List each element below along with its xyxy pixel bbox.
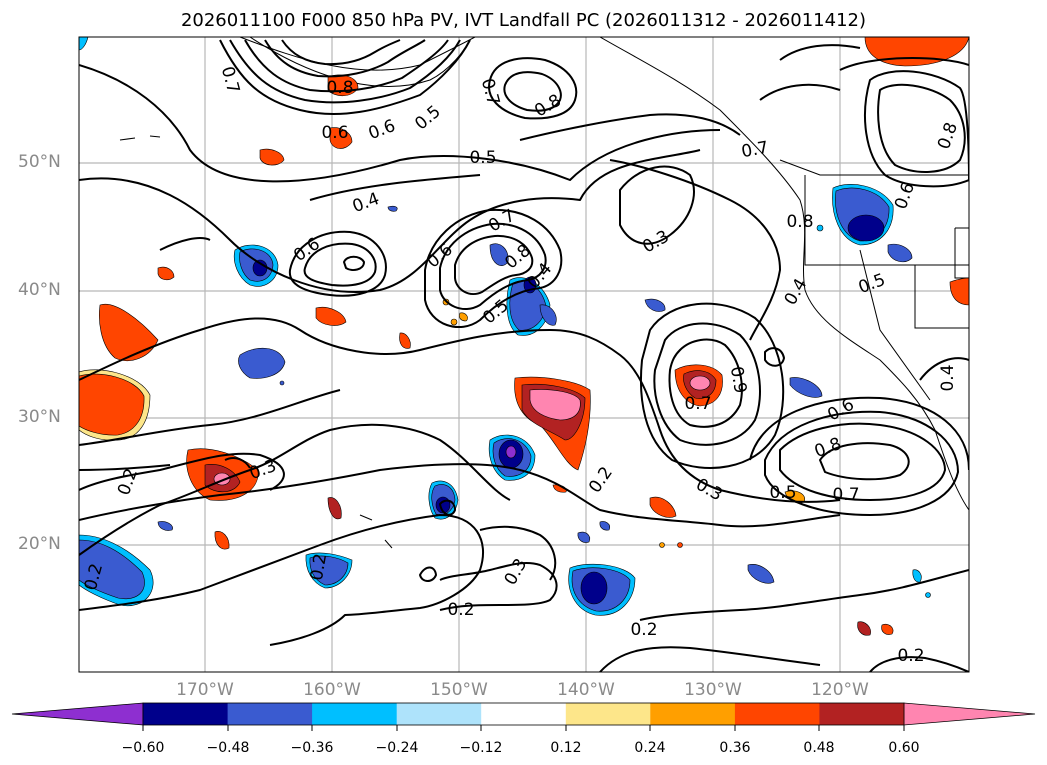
contour-label: 0.2 [897, 646, 924, 666]
colorbar-cell [396, 703, 482, 725]
colorbar-tick-label: 0.12 [550, 740, 582, 756]
lon-label-150w: 150°W [430, 680, 488, 700]
plot-frame [78, 36, 970, 673]
colorbar-cell [312, 703, 398, 725]
contour-label: 0.6 [824, 395, 857, 426]
lon-label-170w: 170°W [176, 680, 234, 700]
contour-label: 0.5 [469, 148, 496, 168]
contour-label: 0.4 [938, 364, 958, 391]
contour-label: 0.3 [639, 227, 672, 258]
positive-pv-region [949, 277, 969, 306]
colorbar-extend-min [11, 702, 144, 726]
colorbar-tick-label: 0.24 [634, 740, 666, 756]
contour-label: 0.6 [321, 123, 348, 143]
negative-pv-region [238, 348, 286, 379]
contour-label: 0.4 [781, 275, 812, 308]
colorbar-cell [650, 703, 736, 725]
colorbar-cell [227, 703, 313, 725]
contour-label: 0.4 [350, 189, 382, 217]
contour-label: 0.2 [114, 466, 142, 498]
contour-label: 0.6 [290, 234, 324, 266]
contour-label: 0.7 [832, 485, 859, 505]
contour-label: 0.2 [585, 463, 617, 497]
contour-label: 0.8 [326, 78, 353, 98]
colorbar-extend-max [903, 702, 1036, 726]
colorbar-ticks [142, 725, 905, 731]
contour-label: 0.8 [531, 91, 564, 122]
negative-pv-region [489, 243, 509, 266]
colorbar-tick-label: 0.48 [803, 740, 835, 756]
lon-label-140w: 140°W [557, 680, 615, 700]
colorbar-tick-label: −0.12 [459, 740, 503, 756]
colorbar-tick-label: −0.60 [121, 740, 165, 756]
colorbar-cell [734, 703, 820, 725]
colorbar-tick-label: −0.36 [290, 740, 334, 756]
contour-labels: 0.7 0.8 0.6 0.5 0.7 0.8 0.5 0.7 0.6 0.8 0.4 0.6 0.6 0… [81, 64, 962, 666]
contour-label: 0.7 [217, 64, 243, 95]
colorbar [11, 702, 1036, 731]
contour-label: 0.7 [740, 138, 770, 162]
contour-label: 0.8 [934, 120, 962, 152]
lat-label-30n: 30°N [18, 407, 61, 427]
contour-label: 0.9 [726, 365, 750, 395]
contour-label: 0.2 [447, 600, 474, 620]
contour-label: 0.8 [812, 434, 844, 462]
contour-label: 0.5 [411, 102, 445, 135]
contour-label: 0.3 [501, 555, 532, 588]
lon-label-120w: 120°W [811, 680, 869, 700]
colorbar-tick-label: −0.48 [206, 740, 250, 756]
contour-label: 0.7 [477, 76, 503, 107]
colorbar-cell [819, 703, 905, 725]
colorbar-tick-label: 0.36 [719, 740, 751, 756]
lon-label-160w: 160°W [303, 680, 361, 700]
pv-contours [79, 39, 969, 672]
colorbar-cell [143, 703, 229, 725]
contour-label: 0.5 [856, 270, 888, 298]
contour-label: 0.7 [684, 394, 711, 414]
colorbar-tick-label: 0.60 [888, 740, 920, 756]
lat-label-20n: 20°N [18, 534, 61, 554]
positive-pv-fills [79, 37, 969, 636]
lat-label-50n: 50°N [18, 152, 61, 172]
contour-label: 0.8 [786, 212, 813, 232]
contour-label: 0.2 [307, 552, 331, 582]
lon-label-130w: 130°W [684, 680, 742, 700]
contour-label: 0.5 [769, 483, 796, 503]
colorbar-tick-label: −0.24 [375, 740, 419, 756]
lat-label-40n: 40°N [18, 280, 61, 300]
contour-label: 0.6 [366, 116, 398, 144]
negative-pv-fills [79, 37, 931, 616]
colorbar-cell [481, 703, 567, 725]
colorbar-cell [565, 703, 651, 725]
positive-pv-region [99, 303, 159, 361]
map-title: 2026011100 F000 850 hPa PV, IVT Landfall… [180, 10, 867, 31]
contour-label: 0.2 [630, 620, 657, 640]
